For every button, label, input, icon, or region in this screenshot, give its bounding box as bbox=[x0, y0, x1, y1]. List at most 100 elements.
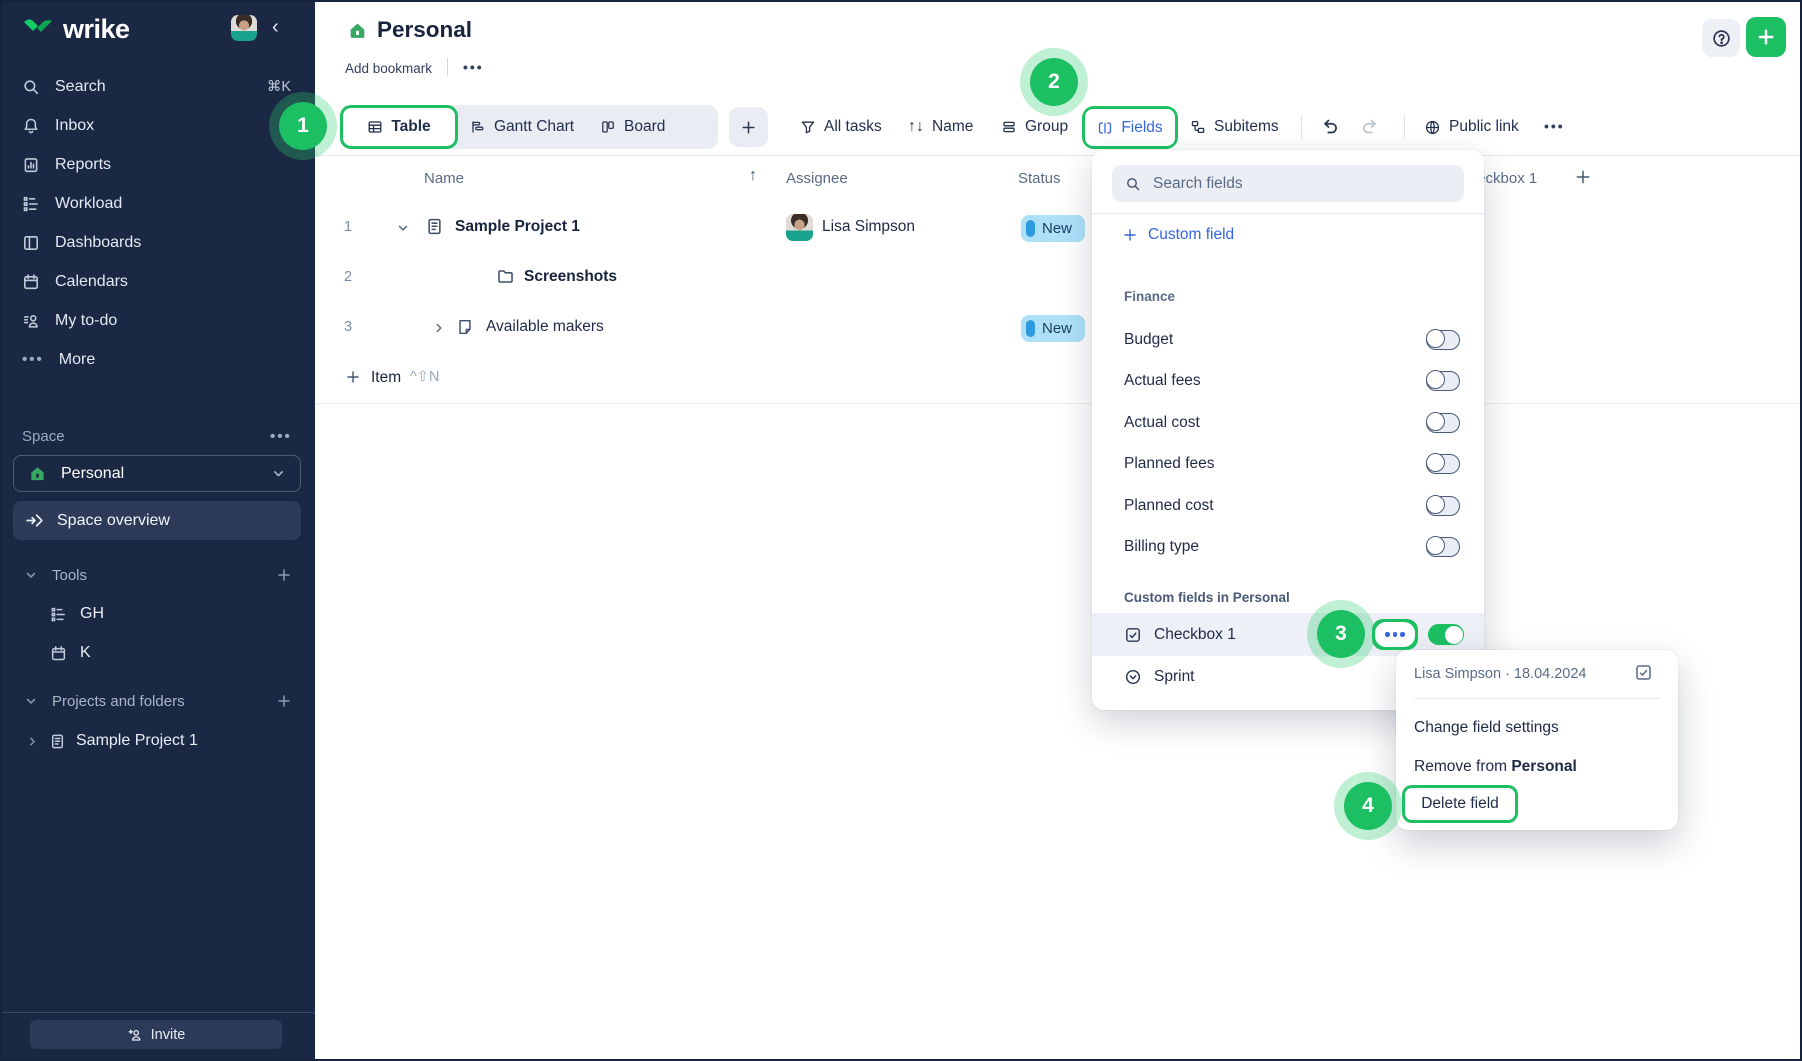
sidebar-item-calendars[interactable]: Calendars bbox=[0, 262, 315, 301]
tab-table[interactable]: Table bbox=[343, 108, 455, 146]
sidebar-collapse-icon[interactable]: ‹ bbox=[272, 16, 279, 38]
tab-board[interactable]: Board bbox=[600, 105, 665, 149]
fields-search-input[interactable] bbox=[1151, 173, 1451, 194]
fields-search[interactable] bbox=[1112, 165, 1464, 202]
sidebar-item-label: Reports bbox=[55, 155, 112, 173]
field-toggle-row-actual-cost[interactable]: Actual cost bbox=[1092, 402, 1484, 443]
chevron-down-icon bbox=[26, 698, 36, 704]
toolbar-divider bbox=[1404, 115, 1405, 139]
add-bookmark-link[interactable]: Add bookmark bbox=[345, 61, 433, 76]
bell-icon bbox=[24, 118, 38, 133]
sidebar-item-inbox[interactable]: Inbox bbox=[0, 106, 315, 145]
status-badge[interactable]: New bbox=[1021, 315, 1085, 342]
toggle-off[interactable] bbox=[1425, 412, 1460, 433]
plus-icon[interactable] bbox=[276, 567, 292, 583]
tab-gantt-chart[interactable]: Gantt Chart bbox=[470, 105, 574, 149]
sidebar-item-more[interactable]: ••• More bbox=[0, 340, 315, 379]
wrike-logo: wrike bbox=[22, 14, 130, 45]
add-custom-field-button[interactable]: Custom field bbox=[1122, 226, 1234, 244]
more-dots-icon: ••• bbox=[22, 351, 44, 368]
plus-icon[interactable] bbox=[276, 693, 292, 709]
field-toggle-row-planned-cost[interactable]: Planned cost bbox=[1092, 485, 1484, 526]
gantt-view-icon bbox=[472, 121, 484, 133]
sidebar-project-sample-project-1[interactable]: Sample Project 1 bbox=[26, 727, 198, 755]
menu-item-remove-from-space[interactable]: Remove from Personal bbox=[1414, 758, 1577, 776]
redo-icon[interactable] bbox=[1360, 117, 1380, 137]
header-more-icon[interactable]: ••• bbox=[463, 59, 484, 75]
task-name[interactable]: Sample Project 1 bbox=[455, 218, 580, 235]
fields-button[interactable]: Fields bbox=[1085, 109, 1175, 146]
chevron-down-icon[interactable] bbox=[396, 221, 410, 235]
chevron-right-icon[interactable] bbox=[26, 735, 39, 748]
table-row[interactable] bbox=[315, 253, 1802, 304]
toggle-off[interactable] bbox=[1425, 453, 1460, 474]
delete-field-highlight: Delete field bbox=[1402, 785, 1518, 823]
toggle-on-checkbox1[interactable] bbox=[1428, 624, 1464, 645]
sort-direction-icon[interactable]: ↑ bbox=[749, 167, 757, 184]
help-button[interactable] bbox=[1702, 19, 1740, 57]
sidebar-item-workload[interactable]: Workload bbox=[0, 184, 315, 223]
invite-button[interactable]: Invite bbox=[30, 1020, 282, 1049]
menu-item-change-field-settings[interactable]: Change field settings bbox=[1414, 719, 1559, 736]
add-view-button[interactable] bbox=[729, 107, 768, 147]
projects-group-header[interactable]: Projects and folders bbox=[24, 687, 292, 715]
question-icon bbox=[1712, 29, 1730, 47]
board-view-icon bbox=[602, 121, 614, 133]
space-options-icon[interactable]: ••• bbox=[270, 428, 292, 445]
sidebar-tool-k[interactable]: K bbox=[50, 639, 91, 667]
assignee-avatar[interactable] bbox=[786, 214, 813, 241]
dashboard-icon bbox=[24, 235, 38, 250]
column-header-status[interactable]: Status bbox=[1018, 170, 1061, 187]
space-selector[interactable]: Personal bbox=[13, 455, 301, 492]
task-name[interactable]: Available makers bbox=[486, 318, 604, 335]
sidebar-item-search[interactable]: Search ⌘K bbox=[0, 67, 315, 106]
custom-field-row-sprint[interactable]: Sprint bbox=[1092, 656, 1484, 698]
tools-group-header[interactable]: Tools bbox=[24, 561, 292, 589]
custom-field-row-checkbox1[interactable]: Checkbox 1 bbox=[1092, 613, 1484, 656]
search-shortcut: ⌘K bbox=[266, 78, 291, 95]
subitems-button[interactable]: Subitems bbox=[1190, 105, 1279, 149]
tools-group-label: Tools bbox=[52, 566, 88, 584]
field-options-button[interactable] bbox=[1375, 622, 1415, 647]
toggle-off[interactable] bbox=[1425, 495, 1460, 516]
field-preview-text: Lisa Simpson · 18.04.2024 bbox=[1414, 666, 1587, 682]
column-header-name[interactable]: Name bbox=[424, 170, 465, 187]
field-toggle-row-budget[interactable]: Budget bbox=[1092, 319, 1484, 360]
toggle-off[interactable] bbox=[1425, 329, 1460, 350]
filter-funnel-icon bbox=[801, 121, 815, 134]
sidebar-item-dashboards[interactable]: Dashboards bbox=[0, 223, 315, 262]
tab-table-label: Table bbox=[391, 118, 431, 135]
filter-button[interactable]: All tasks bbox=[800, 105, 882, 149]
public-link-button[interactable]: Public link bbox=[1424, 105, 1519, 149]
status-badge[interactable]: New bbox=[1021, 215, 1085, 242]
custom-fields-section-label: Custom fields in Personal bbox=[1124, 590, 1290, 605]
task-name[interactable]: Screenshots bbox=[524, 268, 618, 285]
sidebar-item-my-todo[interactable]: My to-do bbox=[0, 301, 315, 340]
add-item-row[interactable] bbox=[315, 353, 1802, 404]
group-button[interactable]: Group bbox=[1001, 105, 1068, 149]
sidebar-item-space-overview[interactable]: Space overview bbox=[13, 501, 301, 540]
toolbar-more-icon[interactable]: ••• bbox=[1544, 118, 1565, 134]
sidebar-tool-gh[interactable]: GH bbox=[50, 600, 104, 628]
add-column-icon[interactable] bbox=[1574, 168, 1592, 186]
field-toggle-row-billing-type[interactable]: Billing type bbox=[1092, 526, 1484, 567]
chevron-right-icon[interactable] bbox=[432, 321, 446, 335]
column-header-assignee[interactable]: Assignee bbox=[786, 170, 848, 187]
field-toggle-row-planned-fees[interactable]: Planned fees bbox=[1092, 443, 1484, 484]
user-avatar[interactable] bbox=[231, 15, 257, 41]
add-item-label[interactable]: Item bbox=[371, 369, 402, 386]
field-toggle-row-actual-fees[interactable]: Actual fees bbox=[1092, 360, 1484, 401]
menu-item-delete-field[interactable]: Delete field bbox=[1405, 788, 1515, 820]
toggle-off[interactable] bbox=[1425, 370, 1460, 391]
sidebar-item-reports[interactable]: Reports bbox=[0, 145, 315, 184]
sidebar-nav: Search ⌘K Inbox Reports Workload Dashboa… bbox=[0, 67, 315, 379]
sort-button[interactable]: ↑↓ Name bbox=[908, 105, 973, 149]
undo-icon[interactable] bbox=[1320, 117, 1340, 137]
toggle-off[interactable] bbox=[1425, 536, 1460, 557]
assignee-name[interactable]: Lisa Simpson bbox=[822, 218, 916, 235]
create-new-button[interactable] bbox=[1746, 17, 1786, 57]
calendar-icon bbox=[24, 273, 38, 289]
annotation-step-2: 2 bbox=[1030, 58, 1078, 106]
remove-target-space: Personal bbox=[1511, 758, 1577, 775]
